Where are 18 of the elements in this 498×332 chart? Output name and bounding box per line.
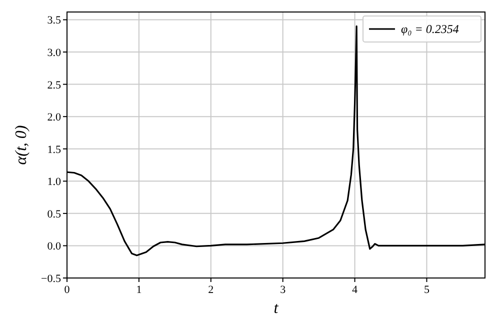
y-tick-label: 2.0 xyxy=(47,112,62,124)
y-tick-label: −0.5 xyxy=(41,273,62,285)
x-tick-label: 1 xyxy=(136,284,142,296)
y-tick-label: 0.0 xyxy=(47,240,62,253)
y-tick-label: 0.5 xyxy=(47,208,62,220)
y-tick-label: 1.0 xyxy=(47,176,62,188)
y-tick-label: 3.0 xyxy=(47,47,62,60)
legend-label: φ₀ = 0.2354 xyxy=(401,22,459,36)
x-tick-label: 3 xyxy=(280,284,286,296)
x-axis-title: t xyxy=(274,300,279,317)
x-tick-label: 5 xyxy=(424,284,430,296)
y-tick-label: 3.5 xyxy=(47,14,62,27)
y-tick-label: 2.5 xyxy=(47,79,62,92)
y-tick-label: 1.5 xyxy=(47,144,62,156)
x-tick-label: 4 xyxy=(352,284,358,296)
x-tick-label: 0 xyxy=(64,284,70,296)
y-axis-title: α(t, 0) xyxy=(13,125,30,165)
x-tick-label: 2 xyxy=(208,284,214,296)
